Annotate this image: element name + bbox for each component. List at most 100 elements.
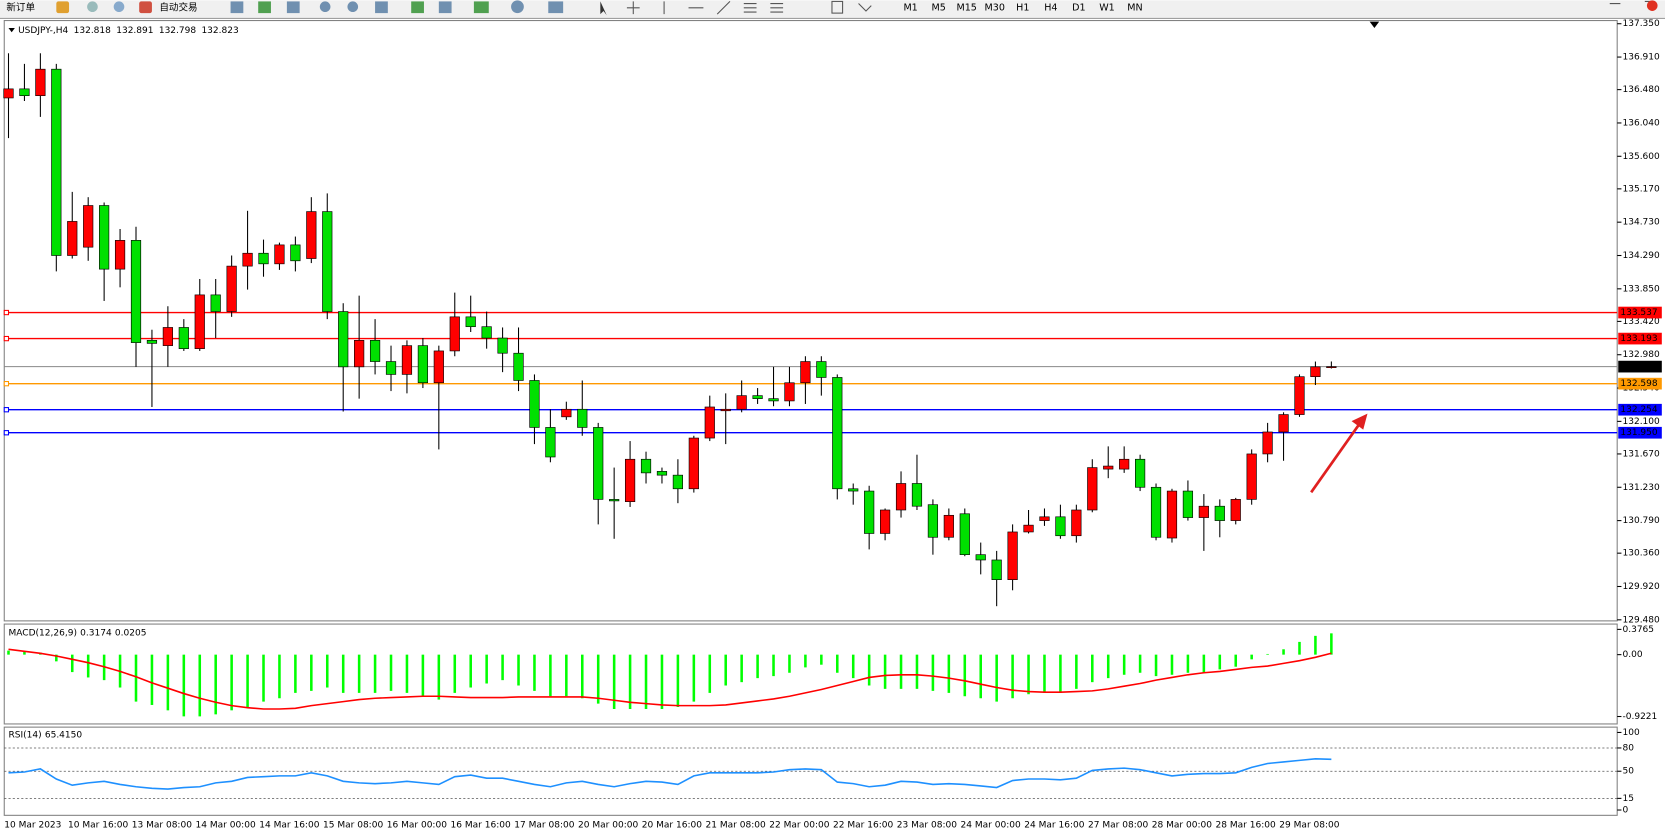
- y-tick-label: 136.480: [1622, 85, 1660, 95]
- icon[interactable]: [139, 1, 152, 14]
- candle-body: [51, 68, 62, 256]
- chart-header: USDJPY-,H4 132.818 132.891 132.798 132.823: [18, 26, 239, 36]
- macd-bar: [947, 654, 951, 693]
- macd-bar: [294, 654, 297, 693]
- candle-body: [162, 327, 173, 346]
- candle-body: [529, 380, 540, 428]
- macd-bar: [708, 654, 712, 693]
- y-tick-label: 130.790: [1622, 516, 1660, 526]
- icon[interactable]: [600, 1, 607, 16]
- icon[interactable]: [858, 3, 872, 12]
- candle-body: [927, 504, 939, 538]
- y-tick-label: 129.480: [1622, 615, 1660, 625]
- icon[interactable]: [230, 1, 244, 14]
- level-label: 132.598: [1620, 379, 1658, 389]
- x-tick-label: 27 Mar 08:00: [1088, 820, 1148, 830]
- macd-bar: [1186, 654, 1190, 673]
- new-order-button[interactable]: 新订单: [6, 1, 35, 13]
- icon[interactable]: [56, 1, 70, 14]
- candle-body: [784, 382, 795, 402]
- macd-bar: [963, 654, 967, 697]
- macd-bar: [1314, 635, 1317, 655]
- candle-body: [99, 205, 110, 270]
- indicator-header: MACD(12,26,9) 0.3174 0.0205: [9, 628, 147, 638]
- timeframe-button[interactable]: M30: [985, 2, 1005, 13]
- candle-body: [178, 327, 189, 349]
- macd-bar: [517, 654, 520, 686]
- icon[interactable]: [258, 1, 271, 14]
- y-tick-label: 135.170: [1622, 184, 1660, 194]
- candle-body: [640, 458, 652, 474]
- macd-bar: [867, 654, 871, 686]
- macd-bar: [995, 654, 998, 702]
- candle-body: [35, 68, 46, 97]
- auto-trading-button[interactable]: 自动交易: [159, 1, 197, 13]
- level-handle: [3, 430, 10, 436]
- candle-body: [1135, 458, 1146, 488]
- candle-body: [1230, 499, 1241, 521]
- icon[interactable]: [473, 1, 489, 14]
- icon[interactable]: [411, 1, 424, 14]
- icon[interactable]: [548, 1, 564, 14]
- candle-body: [943, 514, 954, 538]
- y-tick-label: 131.230: [1622, 483, 1660, 493]
- macd-bar: [979, 654, 982, 699]
- candle-body: [593, 427, 604, 500]
- macd-bar: [357, 654, 361, 693]
- timeframe-button[interactable]: M15: [957, 2, 977, 13]
- candle-body: [146, 340, 158, 344]
- macd-bar: [421, 654, 425, 697]
- candle-body: [242, 252, 253, 267]
- candle-body: [1055, 516, 1066, 537]
- candle-body: [481, 326, 492, 339]
- icon[interactable]: [663, 1, 784, 15]
- level-handle: [3, 309, 10, 316]
- timeframe-button[interactable]: H4: [1044, 2, 1057, 13]
- macd-bar: [1091, 654, 1094, 683]
- macd-bar: [1027, 654, 1030, 695]
- y-tick-label: 0.00: [1622, 650, 1642, 660]
- macd-bar: [23, 651, 26, 655]
- timeframe-button[interactable]: MN: [1127, 2, 1142, 13]
- timeframe-button[interactable]: H1: [1016, 2, 1029, 13]
- macd-bar: [820, 654, 823, 665]
- macd-bar: [453, 654, 457, 693]
- icon[interactable]: [286, 1, 300, 14]
- candle-body: [1150, 486, 1162, 538]
- candle-body: [911, 483, 923, 507]
- icon[interactable]: [511, 0, 524, 14]
- macd-bar: [533, 654, 536, 691]
- icon[interactable]: [1646, 0, 1658, 11]
- candle-body: [1071, 509, 1082, 537]
- icon[interactable]: [831, 0, 844, 14]
- timeframe-button[interactable]: W1: [1099, 2, 1115, 13]
- macd-bar: [1106, 654, 1110, 679]
- icon[interactable]: [347, 1, 359, 13]
- x-tick-label: 24 Mar 16:00: [1024, 820, 1084, 830]
- y-tick-label: 100: [1622, 728, 1639, 738]
- candle-body: [1039, 516, 1050, 521]
- timeframe-button[interactable]: D1: [1072, 2, 1085, 13]
- timeframe-button[interactable]: M5: [931, 2, 945, 13]
- icon[interactable]: [375, 1, 388, 14]
- candle-body: [545, 427, 556, 458]
- candle-body: [752, 395, 763, 399]
- macd-pane: [3, 623, 1618, 725]
- x-tick-label: 22 Mar 00:00: [769, 820, 829, 830]
- icon[interactable]: [626, 1, 640, 15]
- macd-bar: [836, 654, 839, 673]
- signal-value: 0.0205: [115, 628, 147, 638]
- y-tick-label: 134.290: [1622, 251, 1660, 261]
- timeframe-button[interactable]: M1: [903, 2, 917, 13]
- icon[interactable]: [87, 1, 98, 13]
- x-tick-label: 16 Mar 00:00: [387, 820, 447, 830]
- icon[interactable]: [113, 1, 125, 13]
- icon[interactable]: [319, 1, 331, 13]
- candle-body: [1246, 453, 1257, 500]
- x-tick-label: 22 Mar 16:00: [833, 820, 893, 830]
- y-tick-label: 80: [1622, 743, 1634, 753]
- macd-bar: [1075, 654, 1078, 689]
- icon[interactable]: [438, 1, 452, 14]
- candle-body: [1182, 490, 1194, 518]
- level-label-box: [1618, 377, 1662, 390]
